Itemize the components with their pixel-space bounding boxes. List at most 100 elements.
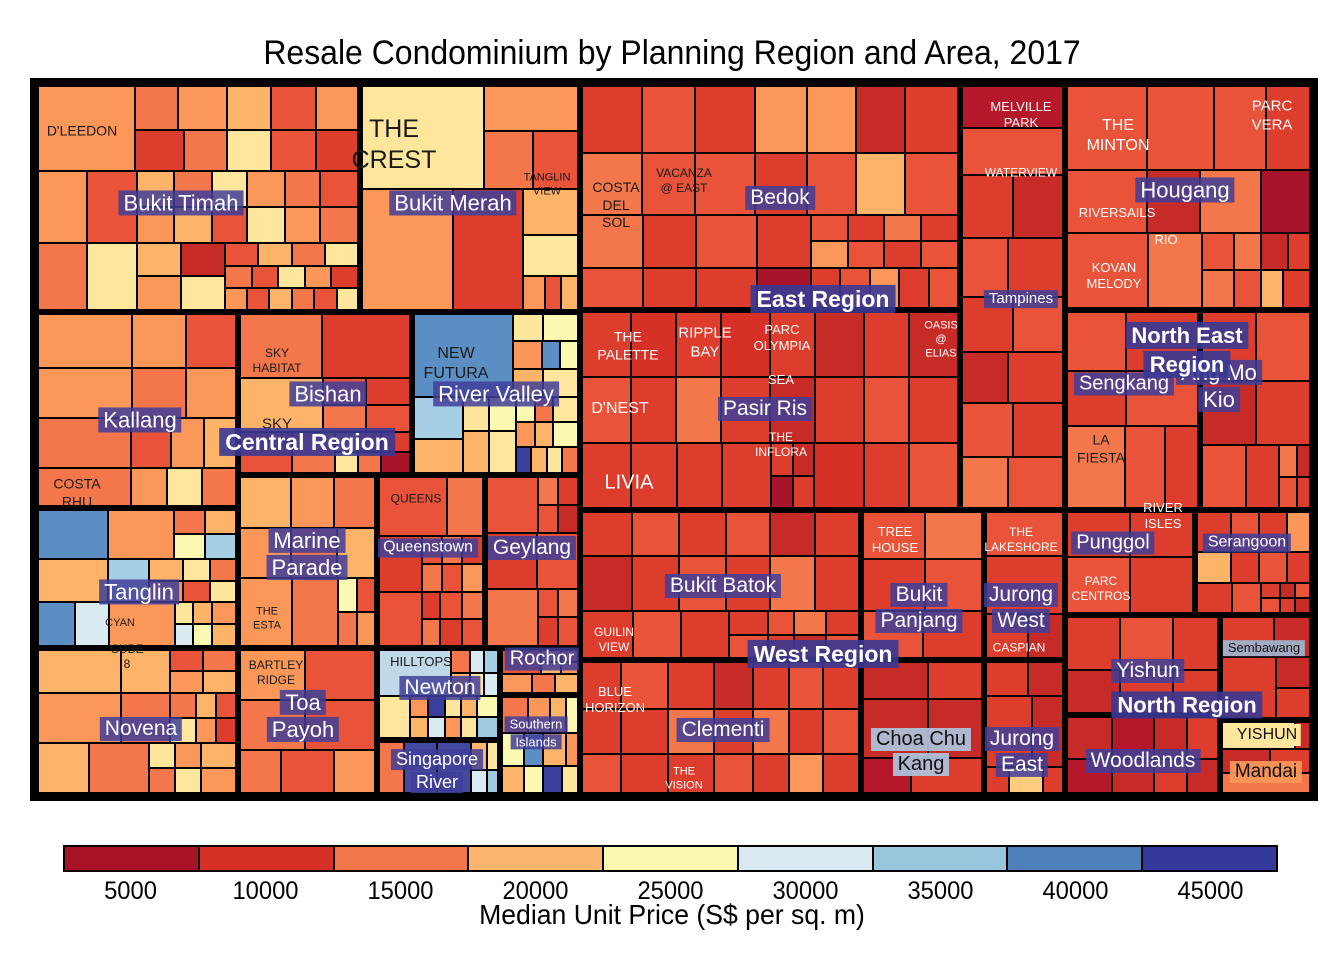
tile[interactable] (856, 152, 906, 215)
tile[interactable] (1028, 662, 1063, 697)
tile[interactable] (676, 312, 722, 377)
tile[interactable] (814, 555, 860, 612)
tile[interactable] (620, 753, 668, 793)
tile[interactable] (537, 617, 558, 646)
tile[interactable] (513, 341, 542, 369)
tile[interactable] (304, 650, 375, 701)
tile[interactable] (148, 742, 176, 768)
tile[interactable] (414, 438, 464, 473)
tile[interactable] (440, 618, 462, 647)
tile[interactable] (183, 558, 210, 581)
tile[interactable] (209, 580, 236, 603)
tile[interactable] (582, 152, 642, 215)
tile[interactable] (1297, 445, 1310, 477)
tile[interactable] (582, 512, 632, 556)
tile[interactable] (204, 534, 237, 559)
tile[interactable] (148, 767, 176, 794)
treemap-canvas[interactable]: D'LEEDON THE CREST TANGLIN VIEW SKY HABITAT SKY… (30, 78, 1318, 801)
tile[interactable] (1007, 237, 1063, 297)
tile[interactable] (461, 591, 484, 619)
tile[interactable] (1187, 758, 1218, 793)
tile[interactable] (814, 443, 864, 509)
tile[interactable] (582, 709, 621, 754)
tile[interactable] (1297, 476, 1310, 508)
tile[interactable] (193, 602, 212, 625)
tile[interactable] (1197, 582, 1232, 613)
area-yishun[interactable] (1065, 615, 1220, 715)
tile[interactable] (1280, 597, 1296, 614)
tile[interactable] (986, 512, 1063, 556)
tile[interactable] (291, 477, 335, 528)
tile[interactable] (542, 314, 578, 342)
tile[interactable] (38, 314, 133, 368)
tile[interactable] (38, 742, 89, 793)
tile[interactable] (1261, 170, 1310, 233)
tile[interactable] (88, 742, 149, 793)
tile[interactable] (258, 242, 292, 266)
tile[interactable] (280, 750, 335, 793)
tile[interactable] (714, 753, 754, 793)
tile[interactable] (226, 86, 272, 131)
tile[interactable] (1202, 270, 1235, 309)
tile[interactable] (462, 564, 483, 592)
tile[interactable] (767, 611, 794, 635)
tile[interactable] (1125, 425, 1165, 508)
tile[interactable] (1202, 445, 1246, 508)
tile[interactable] (175, 742, 202, 768)
tile[interactable] (486, 742, 498, 771)
tile[interactable] (38, 510, 108, 559)
tile[interactable] (410, 716, 428, 739)
tile[interactable] (278, 265, 305, 288)
tile[interactable] (483, 86, 578, 132)
tile[interactable] (789, 753, 823, 793)
tile[interactable] (680, 611, 729, 658)
tile[interactable] (770, 512, 815, 556)
area-sembawang[interactable] (1220, 615, 1312, 720)
tile[interactable] (631, 443, 677, 509)
tile[interactable] (211, 624, 236, 646)
tile[interactable] (667, 662, 715, 710)
tile[interactable] (483, 672, 498, 696)
tile[interactable] (537, 588, 558, 618)
tile[interactable] (582, 86, 642, 153)
tile[interactable] (1202, 232, 1235, 271)
tile[interactable] (174, 602, 194, 625)
tile[interactable] (565, 733, 579, 767)
tile[interactable] (240, 750, 281, 793)
tile[interactable] (366, 377, 411, 405)
tile[interactable] (291, 578, 339, 646)
tile[interactable] (562, 766, 578, 793)
tile[interactable] (928, 268, 958, 308)
tile[interactable] (181, 242, 226, 277)
tile[interactable] (676, 443, 722, 509)
tile[interactable] (132, 314, 186, 368)
tile[interactable] (565, 697, 578, 734)
tile[interactable] (856, 86, 906, 153)
tile[interactable] (183, 580, 210, 603)
tile[interactable] (725, 512, 771, 556)
tile[interactable] (513, 314, 543, 342)
tile[interactable] (557, 617, 579, 646)
tile[interactable] (810, 241, 848, 269)
tile[interactable] (487, 477, 538, 533)
tile[interactable] (136, 276, 182, 311)
tile[interactable] (74, 602, 110, 646)
tile[interactable] (905, 152, 959, 215)
tile[interactable] (582, 443, 632, 509)
tile[interactable] (167, 467, 202, 507)
tile[interactable] (642, 214, 697, 269)
tile[interactable] (225, 287, 247, 310)
tile[interactable] (534, 421, 554, 448)
tile[interactable] (203, 671, 237, 693)
tile[interactable] (38, 467, 132, 507)
tile[interactable] (1295, 582, 1311, 598)
tile[interactable] (1261, 232, 1289, 271)
tile[interactable] (962, 402, 1013, 458)
tile[interactable] (477, 716, 498, 739)
tile[interactable] (38, 558, 108, 603)
tile[interactable] (1231, 582, 1261, 613)
tile[interactable] (771, 443, 793, 476)
tile[interactable] (269, 287, 292, 310)
tile[interactable] (541, 341, 561, 369)
tile[interactable] (1280, 582, 1296, 598)
